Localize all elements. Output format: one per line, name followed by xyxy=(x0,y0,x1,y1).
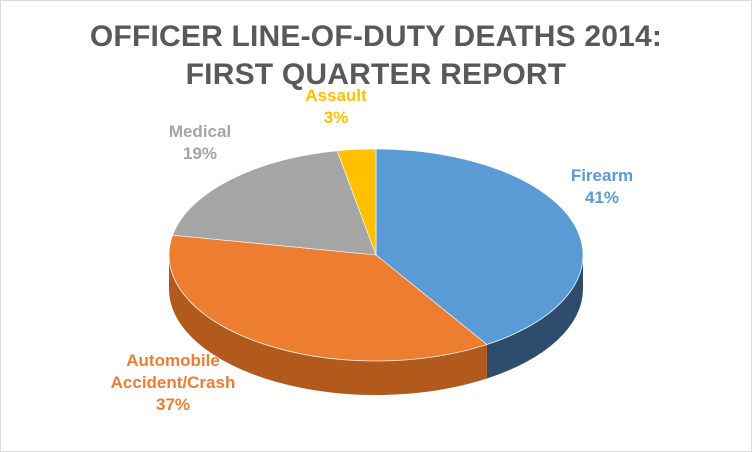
pie-rim xyxy=(168,254,584,362)
pie-slice-medical xyxy=(172,150,377,256)
data-label-assault: Assault 3% xyxy=(305,86,367,127)
chart-title-line-2: FIRST QUARTER REPORT xyxy=(185,58,567,91)
pie-slice-firearm xyxy=(375,148,584,345)
chart-title: OFFICER LINE-OF-DUTY DEATHS 2014: FIRST … xyxy=(0,18,752,94)
data-label-value: 3% xyxy=(324,108,349,127)
data-label-category: Medical xyxy=(169,122,231,141)
chart-title-line-1: OFFICER LINE-OF-DUTY DEATHS 2014: xyxy=(89,20,663,53)
data-label-value: 41% xyxy=(585,188,619,207)
data-label-category: Automobile xyxy=(126,351,220,370)
pie-slice-assault xyxy=(336,148,377,256)
data-label-automobile-accident-crash: Automobile Accident/Crash 37% xyxy=(111,351,236,414)
pie-tops xyxy=(168,148,584,362)
data-label-category: Assault xyxy=(305,86,367,105)
data-label-firearm: Firearm 41% xyxy=(571,166,633,207)
data-label-value: 19% xyxy=(183,144,217,163)
data-label-category: Firearm xyxy=(571,166,633,185)
pie-side-firearm xyxy=(486,255,583,379)
data-labels: Firearm 41% Automobile Accident/Crash 37% Med… xyxy=(111,86,634,414)
data-label-value: 37% xyxy=(156,395,190,414)
pie-slice-automobile-accident-crash xyxy=(168,234,488,362)
data-label-medical: Medical 19% xyxy=(169,122,231,163)
data-label-category: Accident/Crash xyxy=(111,373,236,392)
